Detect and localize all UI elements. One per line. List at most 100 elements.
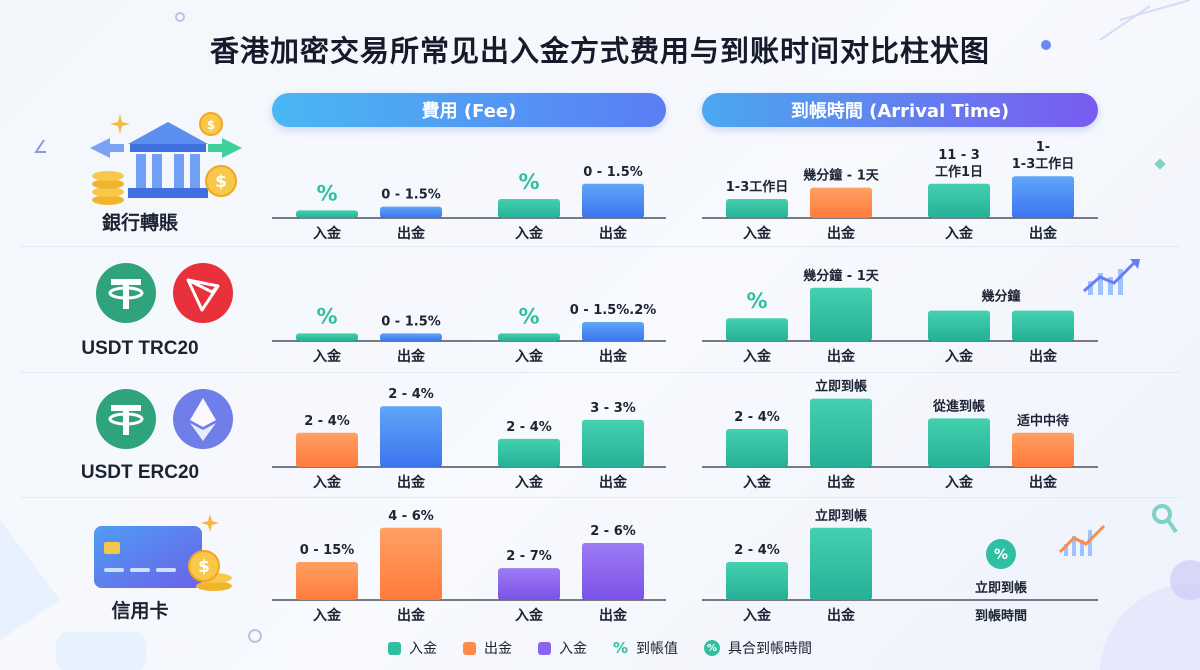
bar-data-label: 2 - 4% [388, 387, 434, 402]
bar-deposit [726, 429, 788, 467]
legend-label: 具合到帳時間 [728, 641, 813, 657]
bar-data-label: 11 - 3 [938, 148, 980, 163]
legend-item: 入金 [387, 638, 437, 658]
tick-label: 出金 [599, 607, 628, 624]
bar-data-label: 4 - 6% [388, 509, 434, 524]
legend-label: 入金 [558, 641, 587, 657]
tick-label: 入金 [743, 225, 772, 242]
arrival-badge-icon [986, 539, 1016, 569]
tick-label: 出金 [827, 348, 856, 365]
row-label-bank-transfer: 銀行轉賬 [101, 212, 178, 234]
bar-deposit [928, 418, 990, 467]
legend-swatch [462, 641, 476, 655]
tick-label: 出金 [397, 225, 426, 242]
row-label-credit-card: 信用卡 [111, 600, 169, 622]
bar-data-label: 從進到帳 [932, 398, 985, 414]
ethereum-icon [173, 389, 233, 449]
bar-withdrawal [1012, 310, 1074, 341]
bar-withdrawal [582, 543, 644, 600]
page-title: 香港加密交易所常见出入金方式费用与到账时间对比柱状图 [209, 34, 990, 68]
svg-text:$: $ [207, 118, 215, 132]
bar-deposit [498, 568, 560, 600]
arrival-time-header: 到帳時間 (Arrival Time) [702, 93, 1098, 127]
tick-label: 出金 [599, 474, 628, 491]
tick-label: 入金 [313, 607, 342, 624]
tick-label: 出金 [599, 348, 628, 365]
fee-header: 費用 (Fee) [272, 93, 666, 127]
row-label-usdt-erc20: USDT ERC20 [80, 462, 200, 483]
tick-label: 入金 [945, 348, 974, 365]
legend-label: 到帳值 [636, 641, 679, 657]
bar-data-label: 0 - 1.5% [381, 188, 441, 203]
bar-withdrawal [380, 406, 442, 467]
bar-data-label: % [518, 304, 539, 328]
bar-data-label: 幾分鐘 - 1天 [803, 168, 879, 184]
bank-icon: $ $ [90, 112, 242, 205]
bar-data-label: % [518, 170, 539, 194]
legend-swatch [387, 641, 401, 655]
bar-data-label: 2 - 4% [734, 410, 780, 425]
bar-withdrawal [380, 206, 442, 218]
bar-withdrawal [810, 527, 872, 600]
group-data-label: 幾分鐘 [981, 289, 1020, 305]
bar-withdrawal [1012, 432, 1074, 467]
row-divider [20, 497, 1180, 498]
tick-label: 出金 [1029, 474, 1058, 491]
usdt-tether-icon [96, 389, 156, 449]
bar-data-label: 0 - 15% [300, 543, 355, 558]
bar-data-label: 1-3工作日 [1012, 156, 1075, 172]
legend-percent-badge-icon: % [704, 640, 721, 656]
bar-withdrawal [810, 398, 872, 467]
tick-label: 出金 [827, 607, 856, 624]
legend-label: 入金 [408, 641, 437, 657]
tick-label: 入金 [515, 474, 544, 491]
trend-chart-icon [1083, 259, 1140, 295]
tick-label: 入金 [743, 348, 772, 365]
bar-data-label: 2 - 4% [304, 414, 350, 429]
chart-legend: 入金 出金 入金 % 到帳值% 具合到帳時間 [0, 638, 1200, 658]
tick-label: 入金 [945, 225, 974, 242]
tick-label: 出金 [827, 474, 856, 491]
bar-data-label: 2 - 6% [590, 524, 636, 539]
bar-data-label: 2 - 4% [506, 420, 552, 435]
bar-data-label: 2 - 4% [734, 543, 780, 558]
bar-deposit [726, 562, 788, 600]
tick-label: 出金 [397, 607, 426, 624]
tick-label: 入金 [515, 348, 544, 365]
svg-text:$: $ [198, 557, 210, 577]
tick-label: 出金 [599, 225, 628, 242]
bar-deposit [296, 562, 358, 600]
bar-withdrawal [380, 527, 442, 600]
trend-chart-icon [1058, 524, 1106, 556]
legend-item: % 到帳值 [613, 638, 678, 658]
bar-data-label: 适中中待 [1017, 413, 1069, 429]
row-label-usdt-trc20: USDT TRC20 [81, 338, 199, 359]
legend-item: 入金 [537, 638, 587, 658]
tron-icon [173, 263, 233, 323]
bar-deposit [296, 432, 358, 467]
bar-data-label: % [316, 181, 337, 205]
bar-data-label: 工作1日 [935, 164, 983, 180]
bar-deposit [498, 199, 560, 218]
tick-label: 入金 [313, 474, 342, 491]
tick-label: 到帳時間 [975, 608, 1027, 624]
bar-data-label: 0 - 1.5% [381, 314, 441, 329]
bar-deposit [296, 210, 358, 218]
tick-label: 出金 [1029, 348, 1058, 365]
bar-deposit [928, 183, 990, 218]
tick-label: 入金 [515, 225, 544, 242]
tick-label: 入金 [515, 607, 544, 624]
bar-data-label: 3 - 3% [590, 401, 636, 416]
legend-item: 出金 [462, 638, 512, 658]
credit-card-icon: $ [94, 514, 232, 591]
tick-label: 入金 [313, 225, 342, 242]
arrival-badge-label: 立即到帳 [975, 580, 1027, 596]
tick-label: 入金 [743, 607, 772, 624]
tick-label: 出金 [397, 474, 426, 491]
bar-deposit [296, 333, 358, 341]
bar-withdrawal [582, 183, 644, 218]
bar-data-label: 立即到帳 [815, 508, 867, 524]
row-divider [20, 246, 1180, 247]
bar-data-label: 1- [1036, 140, 1050, 155]
bar-deposit [928, 310, 990, 341]
